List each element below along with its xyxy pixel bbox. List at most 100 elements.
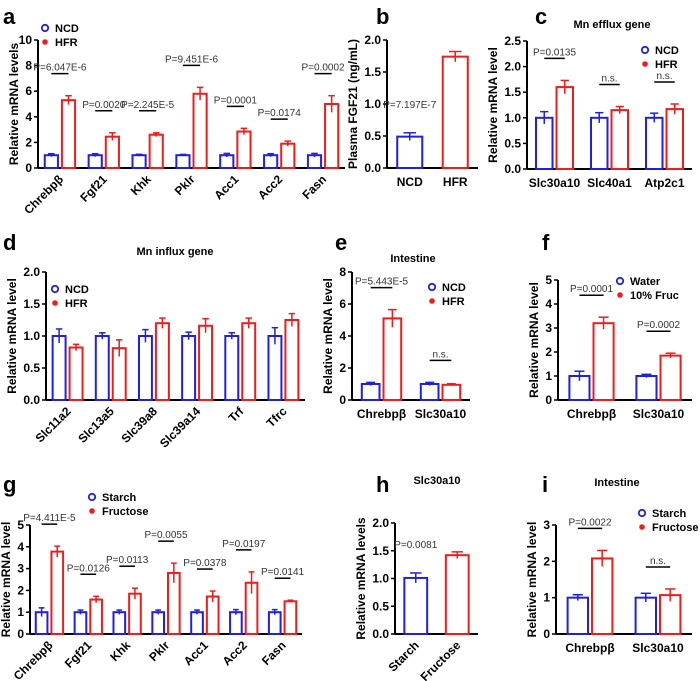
p-value-label: P=0.0197: [222, 539, 266, 550]
legend-label: HFR: [442, 296, 465, 308]
bar: [634, 596, 657, 636]
bar: [137, 335, 153, 401]
bar: [267, 611, 282, 636]
bar: [324, 103, 340, 169]
x-tick-label: Atp2c1: [644, 176, 684, 190]
panel-title: Intestine: [390, 253, 435, 265]
y-tick-label: 2: [17, 583, 24, 597]
legend-label: Starch: [102, 492, 137, 504]
bar: [659, 354, 682, 402]
y-axis-label: Relative mRNA level: [5, 278, 19, 394]
y-tick-label: 1: [543, 591, 550, 605]
y-tick-label: 0: [543, 627, 550, 641]
bar: [181, 335, 197, 401]
panel-b: b 0.0 0.5 1.0 1.5 2.0 Plasma FGF21 (ng/mL) P=7.…: [346, 4, 478, 189]
bar: [645, 116, 664, 171]
legend-marker-open-circle: [427, 282, 437, 292]
y-tick-label: 0.0: [372, 627, 389, 641]
p-value-label: P=0.0141: [261, 567, 305, 578]
bar: [403, 576, 429, 636]
p-value-label: P=0.0020: [82, 100, 126, 111]
y-tick-label: 0.0: [364, 161, 381, 175]
y-axis-label: Relative mRNA level: [525, 522, 539, 638]
x-tick-label: Khk: [128, 172, 154, 198]
x-tick-label: NCD: [397, 175, 423, 189]
bar: [396, 135, 424, 169]
legend-marker-filled-circle: [89, 508, 95, 514]
y-tick-label: 0.5: [23, 361, 40, 375]
bar: [87, 154, 103, 169]
y-tick-label: 0.5: [372, 599, 389, 613]
y-tick-label: 1: [17, 605, 24, 619]
y-tick-label: 0: [339, 393, 346, 407]
legend-label: HFR: [655, 59, 678, 71]
panel-title: Intestine: [594, 477, 639, 489]
panel-letter: b: [376, 4, 389, 29]
y-tick-label: 1.5: [364, 65, 381, 79]
bar: [43, 154, 59, 169]
p-value-label: P=0.0001: [214, 95, 258, 106]
panel-letter: d: [3, 230, 16, 255]
x-tick-label: Slc39a14: [157, 404, 203, 450]
y-axis-label: Relative mRNA level: [486, 47, 500, 163]
bar: [154, 322, 170, 402]
panel-letter: a: [3, 4, 16, 29]
bar: [284, 319, 300, 401]
bar: [535, 116, 554, 171]
x-tick-label: Slc11a2: [33, 404, 74, 445]
legend-marker-open-circle: [50, 284, 60, 294]
legend-marker-filled-circle: [42, 39, 48, 45]
bar: [148, 133, 164, 169]
x-tick-label: Slc30a10: [529, 176, 581, 190]
y-axis-label: Relative mRNA level: [527, 282, 541, 398]
legend-label: Starch: [652, 508, 687, 520]
y-tick-label: 1: [545, 369, 552, 383]
legend: Starch Fructose: [87, 492, 148, 518]
bar: [590, 116, 609, 171]
legend: Water 10% Fruc: [615, 276, 679, 302]
x-tick-label: Pklr: [146, 638, 172, 664]
legend-label: Fructose: [652, 522, 698, 534]
bar: [112, 611, 127, 636]
p-value-label: P=0.0002: [637, 320, 681, 331]
y-tick-label: 1.5: [23, 297, 40, 311]
bar: [306, 154, 323, 169]
y-tick-label: 1.0: [23, 329, 40, 343]
legend-label: Water: [630, 276, 661, 288]
bar: [224, 335, 240, 401]
p-value-label: P=2.245E-5: [121, 100, 175, 111]
y-tick-label: 2: [25, 135, 32, 149]
bar: [73, 611, 88, 636]
y-axis-label: Relative mRNA levels: [354, 517, 368, 640]
y-tick-label: 4: [25, 110, 32, 124]
bar: [444, 554, 470, 635]
bar: [592, 322, 615, 402]
y-axis-label: Plasma FGF21 (ng/mL): [346, 39, 360, 169]
x-tick-label: Slc40a1: [587, 176, 632, 190]
y-tick-label: 3: [17, 562, 24, 576]
y-tick-label: 10: [19, 33, 33, 47]
y-tick-label: 2.0: [364, 33, 381, 47]
y-tick-label: 1.5: [504, 85, 521, 99]
x-tick-label: Slc39a8: [119, 404, 161, 446]
x-tick-label: Slc30a10: [632, 641, 684, 655]
legend-marker-filled-circle: [429, 298, 435, 304]
p-value-label: P=9.451E-6: [165, 54, 219, 65]
bar: [610, 109, 629, 171]
y-tick-label: 0.0: [504, 162, 521, 176]
bar: [50, 550, 65, 636]
y-tick-label: 3: [545, 321, 552, 335]
p-value-label: P=0.0055: [144, 530, 188, 541]
y-tick-label: 4: [17, 540, 24, 554]
legend-label: NCD: [55, 23, 79, 35]
bar: [591, 557, 614, 636]
bar: [382, 317, 403, 401]
x-tick-label: Fgf21: [77, 172, 110, 205]
x-tick-label: Acc1: [211, 172, 241, 202]
p-value-label: P=5.443E-5: [355, 277, 409, 288]
bar: [198, 324, 214, 402]
y-tick-label: 2.0: [23, 265, 40, 279]
